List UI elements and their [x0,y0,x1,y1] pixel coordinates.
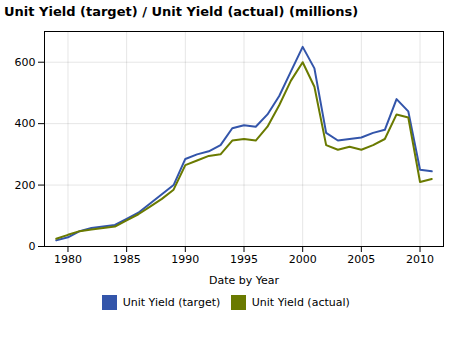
svg-text:2005: 2005 [347,253,375,266]
html-text:Unit Yield (actual): Unit Yield (actual) [251,296,350,309]
svg-text:Date by Year: Date by Year [209,274,280,287]
svg-text:1985: 1985 [113,253,141,266]
html-text:Unit Yield (target): Unit Yield (target) [122,296,221,309]
svg-text:1990: 1990 [171,253,199,266]
svg-text:600: 600 [15,56,36,69]
html-text:Unit Yield (target) / Unit Yie: Unit Yield (target) / Unit Yield (actual… [4,4,359,19]
svg-text:200: 200 [15,179,36,192]
svg-text:400: 400 [15,117,36,130]
svg-text:0: 0 [29,240,36,253]
svg-text:2010: 2010 [406,253,434,266]
svg-text:1995: 1995 [230,253,258,266]
svg-text:1980: 1980 [54,253,82,266]
svg-text:2000: 2000 [289,253,317,266]
